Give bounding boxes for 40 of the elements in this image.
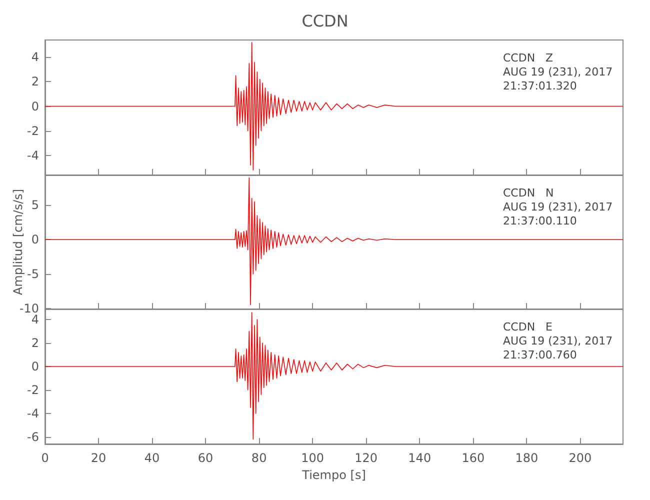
y-axis-title: Amplitud [cm/s/s]	[11, 188, 25, 296]
x-tick-label: 160	[462, 451, 485, 465]
y-tick-label: 2	[31, 336, 39, 350]
x-tick-label: 180	[515, 451, 538, 465]
y-tick-label: 0	[31, 232, 39, 247]
annotation: AUG 19 (231), 2017	[503, 66, 613, 78]
y-tick-label: -10	[19, 301, 39, 316]
y-tick-label: 4	[31, 50, 39, 64]
y-tick-label: 2	[31, 74, 39, 89]
annotation: CCDN E	[503, 320, 553, 334]
y-tick-label: 5	[31, 198, 39, 212]
x-tick-label: 60	[198, 451, 214, 465]
x-axis-title: Tiempo [s]	[301, 468, 366, 482]
annotation: CCDN N	[503, 186, 554, 200]
y-tick-label: -2	[27, 383, 39, 397]
annotation: 21:37:00.760	[503, 348, 577, 362]
chart-title: CCDN	[302, 12, 348, 30]
y-tick-label: -4	[27, 148, 39, 162]
y-tick-label: -6	[27, 430, 39, 444]
annotation: CCDN Z	[503, 52, 554, 64]
x-tick-label: 40	[144, 451, 160, 465]
y-tick-label: -4	[27, 406, 39, 420]
line-series	[44, 42, 624, 170]
annotation: AUG 19 (231), 2017	[503, 334, 613, 348]
x-tick-label: 80	[251, 451, 267, 465]
x-tick-label: 20	[90, 451, 106, 465]
y-tick-label: -2	[27, 124, 39, 138]
annotation: 21:37:01.320	[503, 80, 577, 92]
y-tick-label: 0	[31, 360, 39, 374]
x-tick-label: 200	[568, 451, 592, 465]
x-tick-label: 140	[408, 451, 432, 465]
x-tick-label: 120	[354, 451, 378, 465]
y-tick-label: 4	[31, 312, 39, 327]
y-tick-label: 0	[31, 99, 39, 114]
annotation: AUG 19 (231), 2017	[503, 200, 613, 214]
annotation: 21:37:00.110	[503, 214, 577, 228]
line-series	[44, 312, 624, 440]
x-tick-label: 100	[301, 451, 324, 465]
x-tick-label: 0	[41, 451, 49, 465]
y-tick-label: -5	[27, 266, 39, 281]
